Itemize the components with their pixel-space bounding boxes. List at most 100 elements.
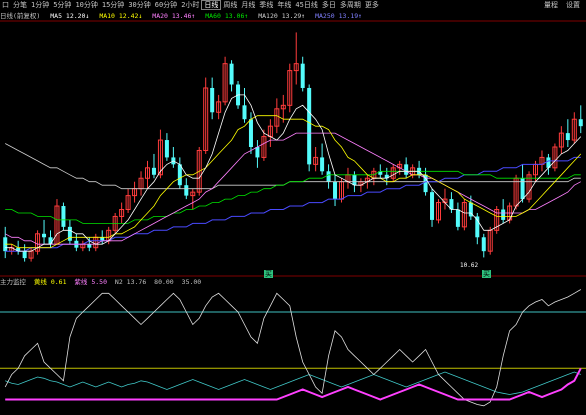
period-toolbar: 口分笔 1分钟 5分钟 10分钟 15分钟 30分钟 60分钟 2小时 日线 周线 月线 季线 年线 45… [0,0,586,11]
candle-body-up [552,146,558,169]
candle-body-up [558,132,564,148]
candle-body-up [287,70,293,106]
candle-body-down [501,209,506,220]
candle-body-up [274,108,280,127]
indicator-p3: N2 13.76 [114,278,147,286]
candle-body-down [423,174,428,193]
price-info-line: 日线(前复权) MA5 12.20↓ MA10 12.42↓ MA20 13.4… [0,11,586,21]
candle-body-down [449,199,454,210]
period-tab-10[interactable]: 周线 [223,1,238,9]
candle-body-down [352,174,357,186]
ma250-value: MA250 13.19↑ [315,12,363,20]
buy-marker-2: 买 [482,270,491,278]
candle-body-up [293,63,299,72]
period-tab-17[interactable]: 更多 [364,1,379,9]
candle-body-down [455,209,460,227]
candle-body-up [35,233,41,252]
period-tab-16[interactable]: 多周期 [339,1,361,9]
period-tab-3[interactable]: 5分钟 [53,1,72,9]
candle-body-down [100,237,105,241]
candle-body-down [565,133,570,141]
candle-body-down [578,119,583,127]
period-tab-12[interactable]: 季线 [259,1,274,9]
ma120-line [5,156,581,252]
toolbar-right-item-0[interactable]: 量程 [544,1,558,9]
low-price-label: 10.62 [460,262,479,269]
candle-body-down [320,157,325,172]
buy-marker-1: 买 [264,270,273,278]
candle-body-up [144,167,151,179]
candle-body-down [248,119,253,147]
period-tab-8[interactable]: 2小时 [181,1,200,9]
period-tab-11[interactable]: 月线 [241,1,256,9]
candle-body-down [67,226,72,241]
candle-body-down [184,185,189,196]
period-tab-1[interactable]: 分笔 [13,1,27,9]
indicator-p4: 80.00 [154,278,174,286]
candle-body-down [61,206,66,227]
candle-body-down [210,87,215,113]
indicator-p2: 紫线 5.50 [74,278,107,286]
candle-body-down [520,178,525,200]
candle-body-down [22,251,27,259]
candle-body-down [16,247,21,252]
indicator-name: 主力监控 [0,278,26,286]
candle-body-down [546,157,551,168]
period-tab-15[interactable]: 多日 [321,1,336,9]
toolbar-right-item-1[interactable]: 设置 [566,1,580,9]
candle-body-down [255,147,260,158]
indicator-p1: 黄线 0.61 [33,278,67,286]
ma10-value: MA10 12.42↓ [99,12,143,20]
candle-body-up [313,156,319,165]
indicator-cyan-line [5,371,581,395]
candle-body-up [190,191,196,197]
ma5-line [5,94,582,252]
period-tab-5[interactable]: 15分钟 [101,1,125,9]
ma60-value: MA60 13.06↑ [205,12,249,20]
candle-body-up [526,174,532,200]
candle-body-down [164,140,169,158]
candle-body-up [571,118,577,141]
candle-body-down [468,202,473,217]
candle-body-down [229,63,234,85]
candle-body-down [177,164,182,186]
indicator-white-line [4,289,582,407]
candle-body-up [203,87,209,151]
candle-body-up [390,167,396,179]
toolbar-right: 量程 设置 [540,0,584,11]
indicator-p5: 35.00 [181,278,202,286]
candle-body-up [280,104,286,110]
period-tab-13[interactable]: 年线 [277,1,292,9]
period-tab-0[interactable]: 口 [2,1,9,9]
candle-body-down [307,87,312,165]
candle-body-up [261,136,267,158]
candle-body-down [48,237,53,245]
period-tab-7[interactable]: 60分钟 [154,1,178,9]
period-tab-4[interactable]: 10分钟 [75,1,98,9]
candle-body-down [326,171,331,182]
period-tab-9[interactable]: 日线 [201,0,222,10]
period-tab-6[interactable]: 30分钟 [128,1,151,9]
candle-body-down [384,174,389,179]
candle-body-up [157,139,163,176]
ma5-value: MA5 12.20↓ [50,12,90,20]
candle-body-up [222,63,228,103]
ma120-value: MA120 13.29↑ [258,12,306,20]
candle-body-up [196,149,202,193]
period-tab-14[interactable]: 45日线 [295,1,318,9]
candle-body-down [475,216,480,238]
ma10-line [5,115,582,249]
candle-body-up [125,195,131,211]
candle-body-up [461,202,467,228]
candle-body-down [42,233,47,238]
candle-body-down [404,164,409,175]
ma60-line [5,170,581,224]
candle-body-down [151,167,156,175]
candle-body-down [378,171,383,175]
candle-body-down [300,63,305,88]
indicator-magenta-line [5,367,582,401]
period-tab-2[interactable]: 1分钟 [31,1,50,9]
candle-body-up [216,101,222,113]
candle-body-up [494,209,500,231]
